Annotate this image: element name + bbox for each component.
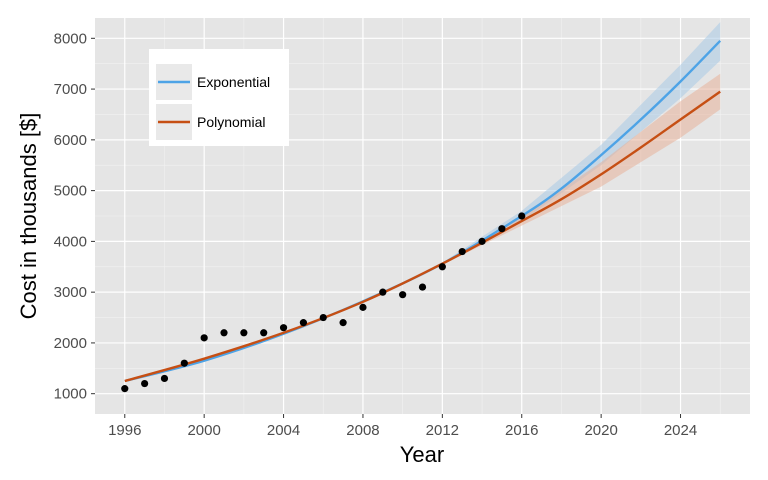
data-points [121, 212, 526, 393]
x-tick-label: 2016 [505, 422, 538, 439]
data-point [418, 283, 427, 291]
x-axis-ticks: 1996 2000 2004 2008 2012 2016 2020 2024 [108, 414, 697, 439]
data-point [121, 385, 129, 393]
y-tick-label: 7000 [54, 81, 87, 98]
data-point [240, 329, 248, 337]
y-axis-ticks: 1000 2000 3000 4000 5000 6000 7000 8000 [54, 30, 95, 403]
data-point [141, 379, 149, 388]
series-line-polynomial [124, 90, 721, 383]
y-tick-label: 2000 [54, 335, 87, 352]
legend-label-exponential: Exponential [197, 74, 270, 90]
y-tick-label: 5000 [54, 183, 87, 200]
data-point [200, 334, 208, 342]
y-axis-label: Cost in thousands [$] [16, 113, 41, 320]
data-point [359, 303, 367, 311]
x-tick-label: 2004 [267, 422, 300, 439]
x-axis-label: Year [400, 442, 444, 467]
series-lines [124, 39, 722, 383]
data-point [518, 212, 526, 220]
data-point [180, 359, 188, 367]
y-tick-label: 1000 [54, 386, 87, 403]
data-point [379, 288, 387, 296]
x-tick-label: 1996 [108, 422, 141, 439]
y-tick-label: 4000 [54, 233, 87, 250]
series-line-exponential [124, 39, 722, 383]
y-tick-label: 8000 [54, 30, 87, 47]
x-tick-label: 2012 [426, 422, 459, 439]
y-tick-label: 6000 [54, 132, 87, 149]
x-tick-label: 2000 [187, 422, 220, 439]
legend-label-polynomial: Polynomial [197, 114, 265, 130]
data-point [438, 263, 446, 271]
data-point [498, 225, 506, 233]
data-point [339, 319, 347, 327]
x-tick-label: 2020 [584, 422, 617, 439]
data-point [279, 324, 288, 332]
x-tick-label: 2008 [346, 422, 379, 439]
data-point [458, 247, 466, 256]
data-point [478, 237, 486, 245]
major-grid [95, 18, 750, 414]
data-point [399, 291, 407, 299]
legend: Exponential Polynomial [149, 49, 289, 146]
data-point [260, 329, 268, 337]
data-point [160, 374, 169, 383]
data-point [220, 329, 228, 337]
data-point [299, 319, 308, 327]
data-point [319, 313, 327, 322]
y-tick-label: 3000 [54, 284, 87, 301]
x-tick-label: 2024 [664, 422, 697, 439]
